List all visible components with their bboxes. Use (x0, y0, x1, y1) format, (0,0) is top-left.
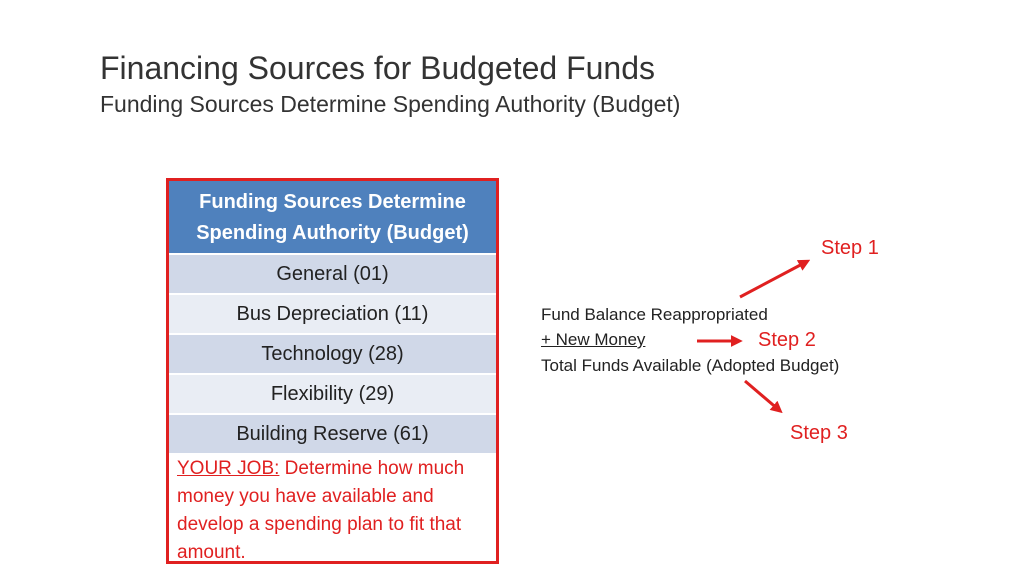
step-3-arrow (744, 379, 783, 414)
job-note-text: Determine how much money you have availa… (177, 458, 465, 563)
job-note: YOUR JOB: Determine how much money you h… (169, 453, 496, 567)
table-row: General (01) (169, 253, 496, 293)
table-row: Building Reserve (61) (169, 413, 496, 453)
step-2-label: Step 2 (758, 329, 816, 351)
step-1-arrow (739, 259, 811, 299)
slide-subtitle: Funding Sources Determine Spending Autho… (100, 91, 681, 117)
table-row: Bus Depreciation (11) (169, 293, 496, 333)
funding-sources-table: Funding Sources Determine Spending Autho… (166, 178, 499, 564)
calc-total-funds: Total Funds Available (Adopted Budget) (541, 356, 840, 375)
slide-title: Financing Sources for Budgeted Funds (100, 50, 655, 86)
step-1-label: Step 1 (821, 237, 879, 259)
table-row: Flexibility (29) (169, 373, 496, 413)
calc-new-money: + New Money (541, 330, 646, 349)
table-header: Funding Sources Determine Spending Autho… (169, 181, 496, 253)
calc-fund-balance: Fund Balance Reappropriated (541, 305, 768, 324)
job-note-label: YOUR JOB: (177, 458, 280, 479)
step-3-label: Step 3 (790, 422, 848, 444)
table-row: Technology (28) (169, 333, 496, 373)
